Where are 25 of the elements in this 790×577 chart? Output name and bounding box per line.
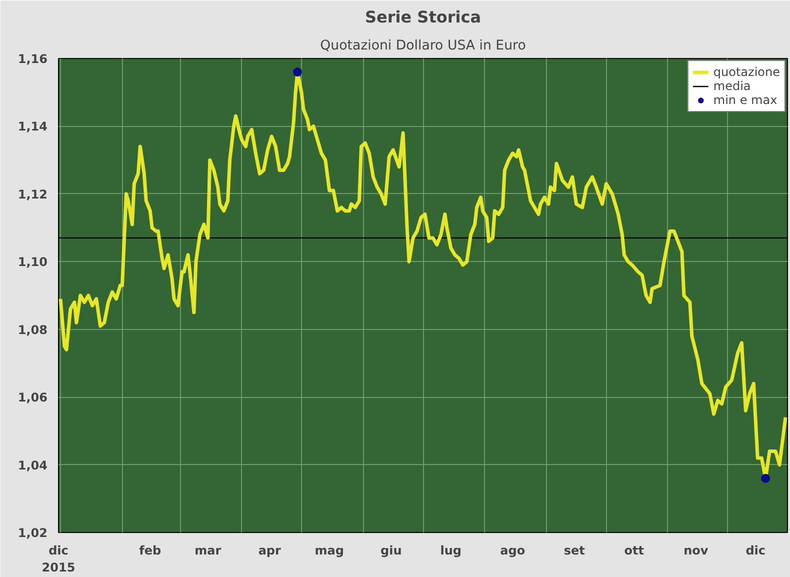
y-tick-label: 1,10: [18, 255, 48, 270]
y-tick-label: 1,02: [18, 526, 48, 540]
x-tick-label: dic: [746, 544, 766, 558]
x-tick-label: nov: [684, 544, 708, 558]
y-tick-label: 1,04: [18, 458, 48, 472]
y-tick-label: 1,12: [18, 187, 48, 202]
legend-label: min e max: [713, 93, 778, 107]
x-tick-label: set: [564, 544, 586, 558]
x-tick-label: giu: [380, 544, 402, 558]
x-tick-label: mag: [314, 544, 344, 558]
x-tick-label: lug: [440, 544, 462, 558]
x-tick-label: mar: [194, 544, 222, 558]
y-tick-label: 1,16: [18, 52, 48, 66]
x-tick-label: dic 2015: [42, 544, 76, 574]
y-tick-label: 1,06: [18, 390, 48, 405]
chart-subtitle: Quotazioni Dollaro USA in Euro: [320, 38, 526, 54]
x-tick-label: feb: [139, 544, 162, 558]
legend-label: quotazione: [713, 65, 780, 79]
legend-label: media: [713, 79, 751, 93]
y-tick-label: 1,08: [18, 322, 48, 337]
x-tick-label: ago: [500, 544, 526, 558]
y-tick-label: 1,14: [18, 120, 48, 134]
x-tick-label: ott: [624, 544, 644, 558]
x-tick-label: apr: [258, 544, 282, 558]
chart-title: Serie Storica: [365, 8, 482, 26]
